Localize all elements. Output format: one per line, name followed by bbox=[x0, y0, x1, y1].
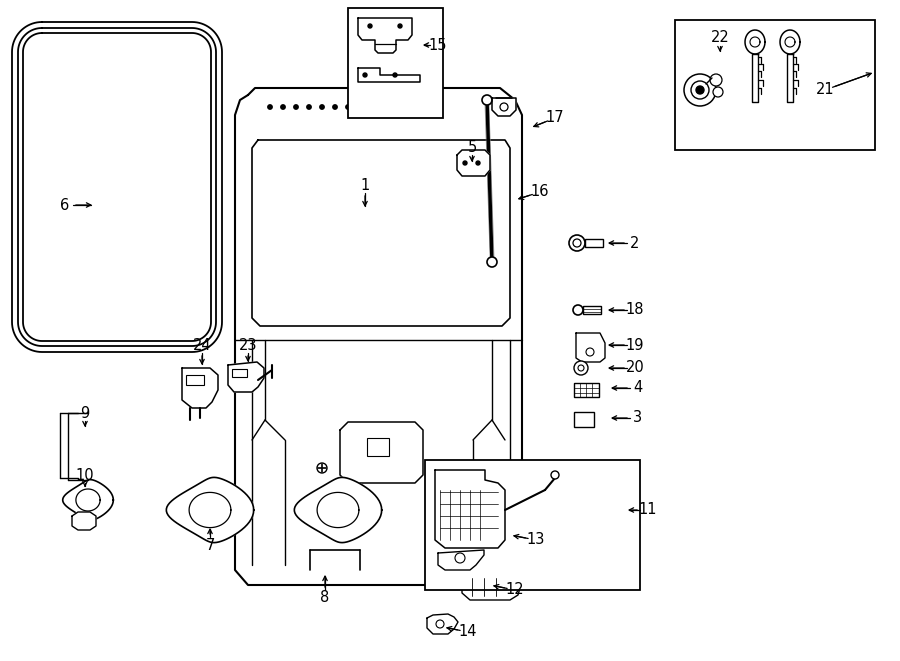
Circle shape bbox=[500, 103, 508, 111]
Polygon shape bbox=[182, 368, 218, 408]
Circle shape bbox=[372, 105, 376, 109]
Polygon shape bbox=[12, 22, 222, 352]
Polygon shape bbox=[492, 98, 516, 116]
Circle shape bbox=[691, 81, 709, 99]
Circle shape bbox=[476, 161, 480, 165]
Text: 8: 8 bbox=[320, 590, 329, 605]
Polygon shape bbox=[166, 477, 254, 543]
Circle shape bbox=[346, 105, 350, 109]
Text: 2: 2 bbox=[630, 235, 640, 251]
Polygon shape bbox=[780, 30, 800, 54]
Polygon shape bbox=[228, 362, 264, 392]
Circle shape bbox=[363, 73, 367, 77]
Text: 16: 16 bbox=[531, 184, 549, 200]
Polygon shape bbox=[438, 550, 484, 570]
Polygon shape bbox=[457, 150, 490, 176]
Bar bbox=[367, 438, 389, 456]
Circle shape bbox=[398, 24, 402, 28]
Circle shape bbox=[320, 105, 324, 109]
Circle shape bbox=[359, 105, 364, 109]
Text: 7: 7 bbox=[205, 537, 215, 553]
Polygon shape bbox=[317, 492, 359, 527]
Text: 5: 5 bbox=[467, 139, 477, 155]
Text: 9: 9 bbox=[80, 405, 90, 420]
Polygon shape bbox=[189, 492, 231, 527]
Text: 12: 12 bbox=[506, 582, 525, 598]
Circle shape bbox=[293, 105, 298, 109]
Circle shape bbox=[268, 105, 272, 109]
Bar bbox=[583, 306, 601, 314]
Text: 10: 10 bbox=[76, 467, 94, 483]
Text: 4: 4 bbox=[634, 381, 643, 395]
Circle shape bbox=[455, 553, 465, 563]
Bar bbox=[574, 412, 594, 427]
Polygon shape bbox=[752, 54, 758, 102]
Bar bbox=[232, 369, 247, 377]
Polygon shape bbox=[294, 477, 382, 543]
Polygon shape bbox=[462, 574, 520, 600]
Circle shape bbox=[569, 235, 585, 251]
Text: 14: 14 bbox=[459, 625, 477, 639]
Bar bbox=[675, 20, 875, 150]
Polygon shape bbox=[340, 422, 423, 483]
Polygon shape bbox=[358, 18, 412, 53]
Bar bbox=[348, 8, 443, 118]
Circle shape bbox=[574, 361, 588, 375]
Bar bbox=[425, 460, 640, 590]
Polygon shape bbox=[358, 68, 420, 82]
Circle shape bbox=[398, 105, 402, 109]
Circle shape bbox=[713, 87, 723, 97]
Polygon shape bbox=[576, 333, 605, 362]
Polygon shape bbox=[427, 614, 458, 634]
Bar bbox=[574, 383, 599, 397]
Polygon shape bbox=[76, 489, 100, 511]
Text: 22: 22 bbox=[711, 30, 729, 46]
Circle shape bbox=[684, 74, 716, 106]
Circle shape bbox=[586, 348, 594, 356]
Polygon shape bbox=[745, 30, 765, 54]
Bar bbox=[585, 239, 603, 247]
Circle shape bbox=[333, 105, 338, 109]
Circle shape bbox=[573, 239, 581, 247]
Text: 18: 18 bbox=[626, 303, 644, 317]
Circle shape bbox=[578, 365, 584, 371]
Polygon shape bbox=[23, 33, 211, 341]
Text: 11: 11 bbox=[639, 502, 657, 518]
Polygon shape bbox=[18, 28, 216, 346]
Polygon shape bbox=[787, 54, 793, 102]
Circle shape bbox=[368, 24, 372, 28]
Circle shape bbox=[551, 471, 559, 479]
Circle shape bbox=[281, 105, 285, 109]
Text: 6: 6 bbox=[60, 198, 69, 212]
Circle shape bbox=[573, 305, 583, 315]
Text: 15: 15 bbox=[428, 38, 447, 52]
Polygon shape bbox=[72, 512, 96, 530]
Circle shape bbox=[487, 257, 497, 267]
Polygon shape bbox=[63, 480, 113, 520]
Polygon shape bbox=[252, 140, 510, 326]
Polygon shape bbox=[235, 88, 522, 585]
Circle shape bbox=[482, 95, 492, 105]
Circle shape bbox=[710, 74, 722, 86]
Circle shape bbox=[393, 73, 397, 77]
Text: 20: 20 bbox=[626, 360, 644, 375]
Circle shape bbox=[307, 105, 311, 109]
Circle shape bbox=[436, 620, 444, 628]
Text: 24: 24 bbox=[193, 338, 212, 352]
Text: 19: 19 bbox=[626, 338, 644, 352]
Text: 23: 23 bbox=[238, 338, 257, 352]
Circle shape bbox=[317, 463, 327, 473]
Bar bbox=[186, 375, 204, 385]
Circle shape bbox=[696, 86, 704, 94]
Text: 1: 1 bbox=[360, 178, 370, 192]
Text: 17: 17 bbox=[545, 110, 564, 126]
Text: 13: 13 bbox=[526, 533, 545, 547]
Text: 3: 3 bbox=[634, 410, 643, 426]
Text: 21: 21 bbox=[815, 83, 834, 98]
Circle shape bbox=[463, 161, 467, 165]
Polygon shape bbox=[435, 470, 505, 548]
Circle shape bbox=[385, 105, 389, 109]
